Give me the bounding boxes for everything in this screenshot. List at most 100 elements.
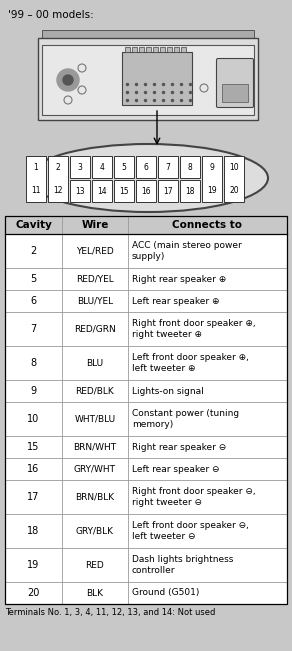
Bar <box>180 156 200 178</box>
Text: 17: 17 <box>27 492 40 502</box>
Bar <box>5 290 287 312</box>
Text: 16: 16 <box>27 464 40 474</box>
Text: 16: 16 <box>141 186 151 195</box>
Bar <box>136 156 156 178</box>
Ellipse shape <box>28 144 268 212</box>
Bar <box>180 180 200 202</box>
Bar <box>202 156 222 202</box>
Bar <box>153 47 158 52</box>
Bar <box>5 548 287 582</box>
Bar <box>5 312 287 346</box>
Bar <box>26 156 46 202</box>
Bar <box>158 180 178 202</box>
Text: Cavity: Cavity <box>15 220 52 230</box>
Bar <box>136 180 156 202</box>
Bar <box>5 514 287 548</box>
Text: Left front door speaker ⊖,
left tweeter ⊖: Left front door speaker ⊖, left tweeter … <box>132 521 249 541</box>
Text: WHT/BLU: WHT/BLU <box>74 415 116 424</box>
Text: Dash lights brightness
controller: Dash lights brightness controller <box>132 555 233 575</box>
Bar <box>42 30 254 38</box>
Bar <box>92 180 112 202</box>
Bar <box>5 582 287 604</box>
Bar <box>160 47 165 52</box>
Text: 7: 7 <box>30 324 36 334</box>
Text: 20: 20 <box>229 186 239 195</box>
Text: 14: 14 <box>97 186 107 195</box>
Text: 20: 20 <box>27 588 40 598</box>
Bar <box>5 234 287 268</box>
Text: 2: 2 <box>55 163 60 172</box>
Text: 8: 8 <box>188 163 192 171</box>
Text: RED/GRN: RED/GRN <box>74 324 116 333</box>
Text: Right front door speaker ⊕,
right tweeter ⊕: Right front door speaker ⊕, right tweete… <box>132 319 256 339</box>
Bar <box>174 47 179 52</box>
Text: 6: 6 <box>30 296 36 306</box>
Bar <box>5 458 287 480</box>
Text: Constant power (tuning
memory): Constant power (tuning memory) <box>132 409 239 429</box>
Bar <box>5 216 287 234</box>
Text: 19: 19 <box>27 560 40 570</box>
Text: Right rear speaker ⊕: Right rear speaker ⊕ <box>132 275 226 283</box>
Bar <box>139 47 144 52</box>
Bar <box>38 38 258 120</box>
Text: 12: 12 <box>53 186 63 195</box>
Bar <box>70 156 90 178</box>
Text: 19: 19 <box>207 186 217 195</box>
Text: RED: RED <box>86 561 104 570</box>
Text: ACC (main stereo power
supply): ACC (main stereo power supply) <box>132 241 242 261</box>
Bar <box>224 156 244 202</box>
Text: YEL/RED: YEL/RED <box>76 247 114 255</box>
Bar <box>92 156 112 178</box>
Text: RED/YEL: RED/YEL <box>76 275 114 283</box>
Text: 13: 13 <box>75 186 85 195</box>
Bar <box>5 380 287 402</box>
Bar <box>42 45 254 115</box>
Bar <box>5 436 287 458</box>
Text: '99 – 00 models:: '99 – 00 models: <box>8 10 94 20</box>
Text: 15: 15 <box>119 186 129 195</box>
Bar <box>181 47 186 52</box>
Text: GRY/WHT: GRY/WHT <box>74 465 116 473</box>
Text: Ground (G501): Ground (G501) <box>132 589 199 598</box>
Bar <box>5 402 287 436</box>
Bar <box>5 346 287 380</box>
Text: 6: 6 <box>144 163 148 171</box>
Text: Left rear speaker ⊖: Left rear speaker ⊖ <box>132 465 220 473</box>
Text: BRN/BLK: BRN/BLK <box>75 493 114 501</box>
Text: GRY/BLK: GRY/BLK <box>76 527 114 536</box>
Text: 15: 15 <box>27 442 40 452</box>
Text: 18: 18 <box>27 526 40 536</box>
Text: Wire: Wire <box>81 220 109 230</box>
Bar <box>122 52 192 105</box>
Bar <box>5 216 287 604</box>
Text: Left front door speaker ⊕,
left tweeter ⊕: Left front door speaker ⊕, left tweeter … <box>132 353 249 373</box>
Text: BRN/WHT: BRN/WHT <box>73 443 117 452</box>
Bar <box>158 156 178 178</box>
Circle shape <box>63 75 73 85</box>
Text: 10: 10 <box>27 414 40 424</box>
Text: BLU/YEL: BLU/YEL <box>77 296 113 305</box>
Text: Right rear speaker ⊖: Right rear speaker ⊖ <box>132 443 226 452</box>
Text: 11: 11 <box>31 186 41 195</box>
Text: 7: 7 <box>166 163 171 171</box>
Text: 9: 9 <box>210 163 214 172</box>
FancyBboxPatch shape <box>216 59 253 107</box>
Bar <box>114 180 134 202</box>
Text: 5: 5 <box>121 163 126 171</box>
Bar <box>5 268 287 290</box>
Text: Lights-on signal: Lights-on signal <box>132 387 204 396</box>
Text: 2: 2 <box>30 246 36 256</box>
Text: BLU: BLU <box>86 359 104 368</box>
Text: 1: 1 <box>34 163 38 172</box>
Text: 4: 4 <box>100 163 105 171</box>
Text: Connects to: Connects to <box>173 220 242 230</box>
Text: 8: 8 <box>30 358 36 368</box>
Bar <box>167 47 172 52</box>
Text: 10: 10 <box>229 163 239 172</box>
Text: 5: 5 <box>30 274 36 284</box>
Bar <box>222 83 248 102</box>
Text: BLK: BLK <box>86 589 103 598</box>
Bar <box>125 47 130 52</box>
Text: Left rear speaker ⊕: Left rear speaker ⊕ <box>132 296 220 305</box>
Text: 3: 3 <box>78 163 82 171</box>
